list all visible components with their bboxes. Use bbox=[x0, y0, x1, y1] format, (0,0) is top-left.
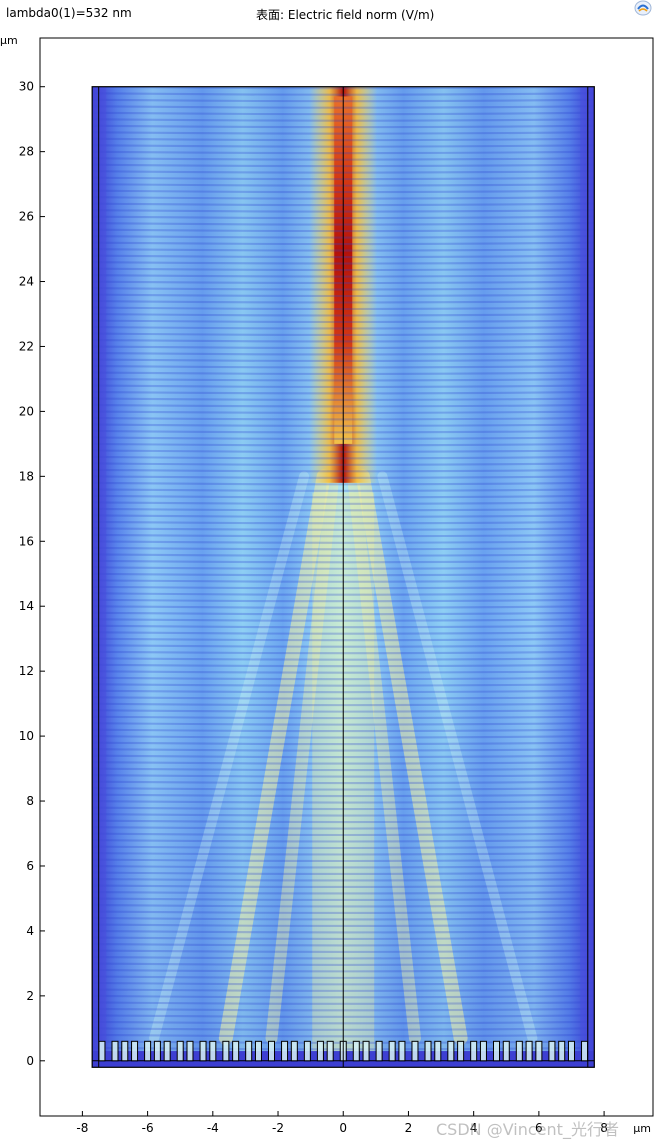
converging-lobe bbox=[265, 470, 340, 1045]
metalens-pillar bbox=[245, 1040, 253, 1062]
metalens-pillar bbox=[199, 1040, 207, 1062]
metalens-pillar bbox=[176, 1040, 184, 1062]
metalens-pillar bbox=[98, 1040, 106, 1062]
metalens-pillar bbox=[232, 1040, 240, 1062]
axis-ticks bbox=[40, 86, 605, 1116]
y-tick-label: 4 bbox=[26, 924, 34, 938]
x-tick-label: -6 bbox=[142, 1121, 154, 1135]
comsol-logo-icon[interactable] bbox=[634, 0, 652, 16]
y-tick-label: 2 bbox=[26, 989, 34, 1003]
metalens-pillar bbox=[144, 1040, 152, 1062]
y-tick-label: 30 bbox=[19, 80, 34, 94]
metalens-pillar bbox=[352, 1040, 360, 1062]
metalens-pillar bbox=[209, 1040, 217, 1062]
metalens-pillar bbox=[470, 1040, 478, 1062]
y-tick-label: 16 bbox=[19, 534, 34, 548]
x-tick-label: 6 bbox=[535, 1121, 543, 1135]
metalens-pillar bbox=[131, 1040, 139, 1062]
converging-lobe bbox=[355, 469, 468, 1046]
metalens-pillar bbox=[492, 1040, 500, 1062]
metalens-pillar bbox=[502, 1040, 510, 1062]
y-tick-label: 0 bbox=[26, 1054, 34, 1068]
metalens-pillar bbox=[153, 1040, 161, 1062]
converging-lobe bbox=[149, 471, 310, 1044]
plot-title: 表面: Electric field norm (V/m) bbox=[256, 8, 435, 22]
converging-lobe bbox=[377, 471, 538, 1044]
watermark: CSDN @Vincent_光行者 bbox=[436, 1120, 619, 1139]
metalens-pillar bbox=[121, 1040, 129, 1062]
metalens-pillar bbox=[303, 1040, 311, 1062]
plot-frame bbox=[39, 37, 654, 1117]
y-tick-label: 22 bbox=[19, 339, 34, 353]
metalens-layer bbox=[91, 86, 595, 1068]
converging-lobe bbox=[218, 469, 331, 1046]
metalens-pillar bbox=[222, 1040, 230, 1062]
metalens-pillar bbox=[268, 1040, 276, 1062]
metalens-pillar bbox=[388, 1040, 396, 1062]
metalens-pillar bbox=[326, 1040, 334, 1062]
metalens-pillar bbox=[375, 1040, 383, 1062]
metalens-pillar bbox=[111, 1040, 119, 1062]
metalens-pillar bbox=[479, 1040, 487, 1062]
y-tick-label: 18 bbox=[19, 469, 34, 483]
metalens-pillar bbox=[424, 1040, 432, 1062]
y-tick-label: 10 bbox=[19, 729, 34, 743]
metalens-pillar bbox=[447, 1040, 455, 1062]
metalens-pillar bbox=[548, 1040, 556, 1062]
y-axis-unit: µm bbox=[0, 34, 18, 47]
converging-lobe bbox=[347, 470, 421, 1045]
x-tick-label: 0 bbox=[339, 1121, 347, 1135]
y-tick-label: 26 bbox=[19, 210, 34, 224]
y-tick-label: 20 bbox=[19, 404, 34, 418]
y-tick-label: 28 bbox=[19, 145, 34, 159]
metalens-pillar bbox=[411, 1040, 419, 1062]
metalens-pillar bbox=[254, 1040, 262, 1062]
x-tick-label: -2 bbox=[272, 1121, 284, 1135]
x-tick-label: 2 bbox=[405, 1121, 413, 1135]
y-tick-label: 24 bbox=[19, 275, 34, 289]
metalens-pillar bbox=[290, 1040, 298, 1062]
parameter-label: lambda0(1)=532 nm bbox=[6, 6, 132, 20]
y-tick-label: 14 bbox=[19, 599, 34, 613]
metalens-pillar bbox=[398, 1040, 406, 1062]
y-tick-label: 6 bbox=[26, 859, 34, 873]
metalens-pillar bbox=[535, 1040, 543, 1062]
y-tick-label: 12 bbox=[19, 664, 34, 678]
metalens-pillar bbox=[525, 1040, 533, 1062]
metalens-pillar bbox=[457, 1040, 465, 1062]
y-tick-label: 8 bbox=[26, 794, 34, 808]
metalens-pillar bbox=[567, 1040, 575, 1062]
metalens-pillar bbox=[581, 1040, 589, 1062]
x-tick-label: -8 bbox=[76, 1121, 88, 1135]
metalens-pillar bbox=[163, 1040, 171, 1062]
metalens-pillar bbox=[186, 1040, 194, 1062]
x-axis-unit: µm bbox=[633, 1122, 651, 1135]
metalens-pillar bbox=[434, 1040, 442, 1062]
x-tick-label: 4 bbox=[470, 1121, 478, 1135]
metalens-pillar bbox=[515, 1040, 523, 1062]
metalens-pillar bbox=[558, 1040, 566, 1062]
x-tick-label: -4 bbox=[207, 1121, 219, 1135]
x-tick-label: 8 bbox=[600, 1121, 608, 1135]
metalens-pillar bbox=[362, 1040, 370, 1062]
metalens-pillar bbox=[281, 1040, 289, 1062]
metalens-pillar bbox=[316, 1040, 324, 1062]
